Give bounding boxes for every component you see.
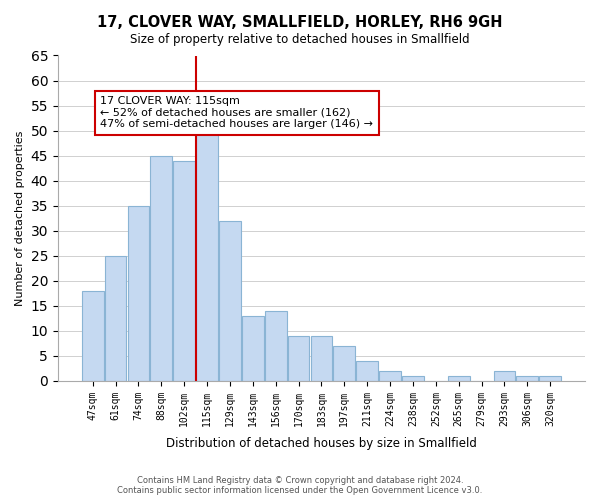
Bar [379,371,401,381]
Bar [219,220,241,381]
Bar [539,376,561,381]
Text: 17, CLOVER WAY, SMALLFIELD, HORLEY, RH6 9GH: 17, CLOVER WAY, SMALLFIELD, HORLEY, RH6 … [97,15,503,30]
Bar [151,156,172,381]
Bar [128,206,149,381]
Bar [105,256,127,381]
Y-axis label: Number of detached properties: Number of detached properties [15,130,25,306]
Bar [494,371,515,381]
Bar [288,336,310,381]
Bar [402,376,424,381]
Bar [196,126,218,381]
Bar [448,376,470,381]
Bar [173,160,195,381]
Bar [334,346,355,381]
Bar [311,336,332,381]
Bar [517,376,538,381]
X-axis label: Distribution of detached houses by size in Smallfield: Distribution of detached houses by size … [166,437,477,450]
Bar [265,311,287,381]
Bar [242,316,263,381]
Text: Size of property relative to detached houses in Smallfield: Size of property relative to detached ho… [130,32,470,46]
Bar [82,291,104,381]
Bar [356,361,378,381]
Text: 17 CLOVER WAY: 115sqm
← 52% of detached houses are smaller (162)
47% of semi-det: 17 CLOVER WAY: 115sqm ← 52% of detached … [100,96,373,130]
Text: Contains HM Land Registry data © Crown copyright and database right 2024.
Contai: Contains HM Land Registry data © Crown c… [118,476,482,495]
